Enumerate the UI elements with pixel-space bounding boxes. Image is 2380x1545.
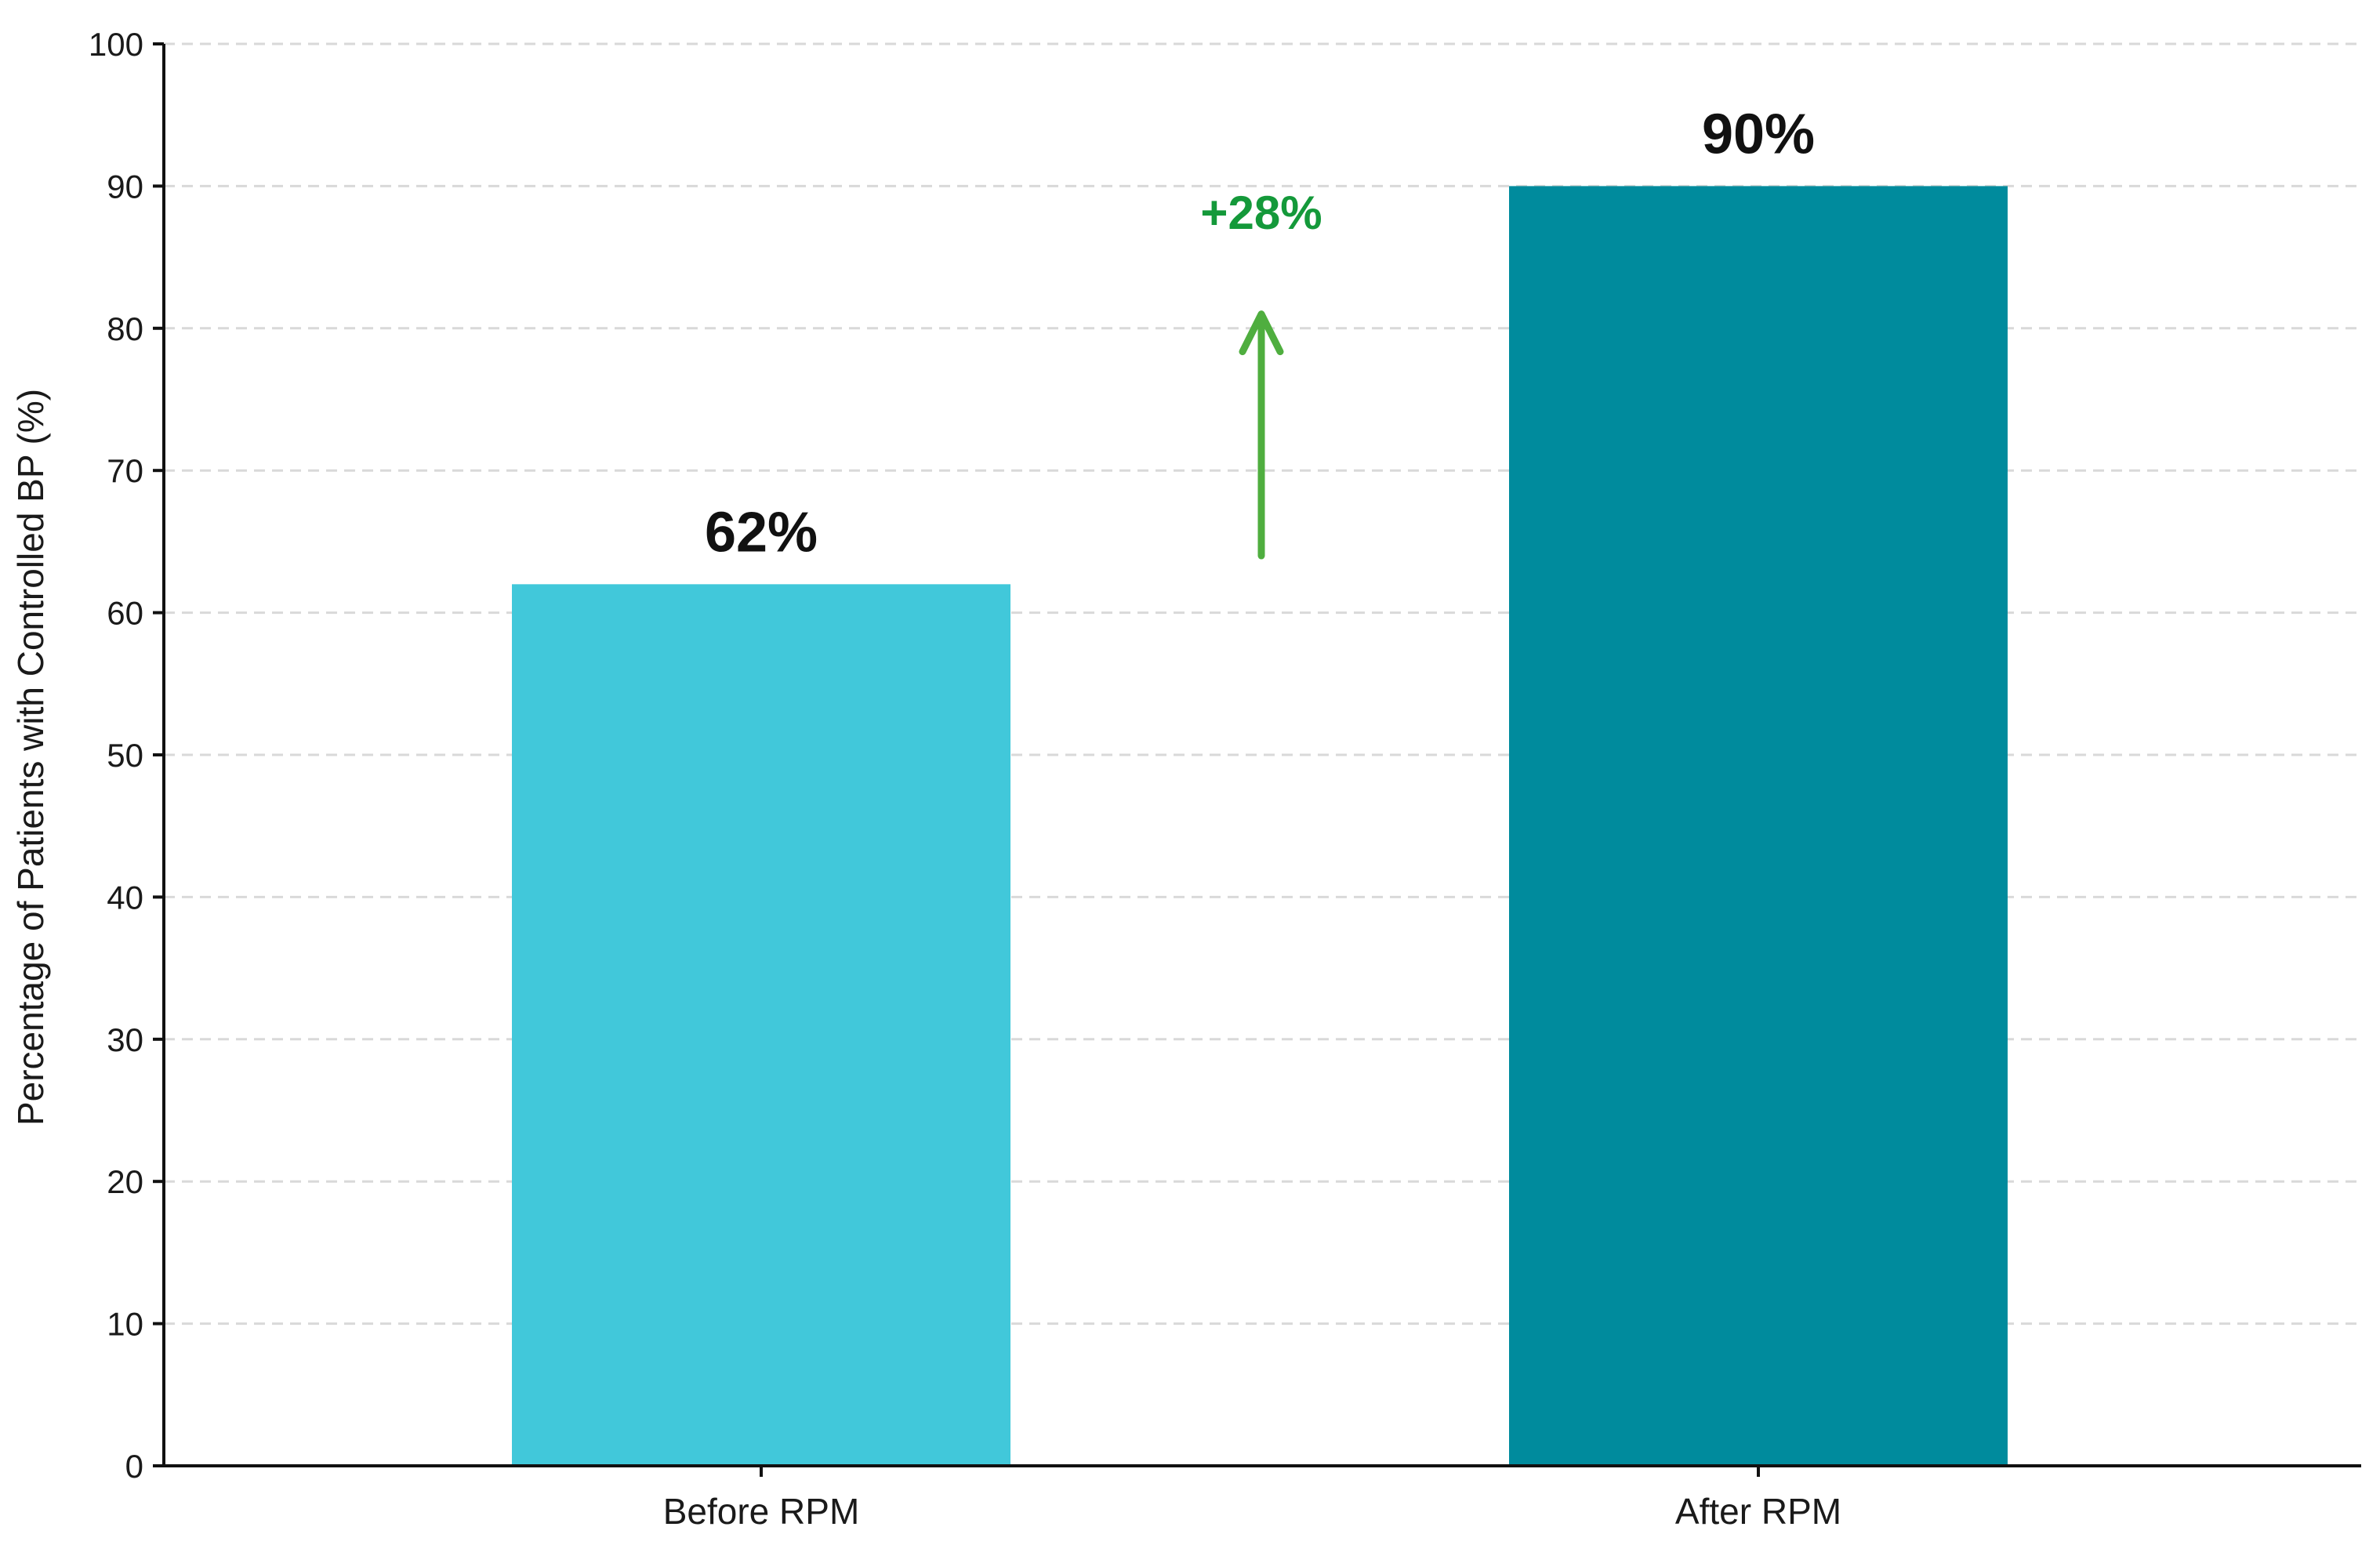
y-tick-label: 80 (107, 310, 143, 347)
data-labels: 62% 90% (705, 103, 1815, 564)
data-label: 90% (1702, 103, 1815, 165)
y-tick-label: 10 (107, 1306, 143, 1343)
y-tick-label: 60 (107, 595, 143, 632)
bar-before-rpm (512, 584, 1010, 1466)
y-tick-label: 50 (107, 737, 143, 774)
y-tick-label: 90 (107, 168, 143, 205)
x-tick-label: After RPM (1675, 1491, 1841, 1532)
bars (512, 186, 2008, 1466)
y-tick-label: 70 (107, 452, 143, 489)
change-annotation: +28% (1200, 187, 1322, 560)
y-axis-title: Percentage of Patients with Controlled B… (10, 389, 51, 1126)
axes: 0 10 20 30 40 50 60 70 80 90 100 Before RPM After RP… (89, 26, 2361, 1532)
y-tick-label: 30 (107, 1021, 143, 1058)
arrow-up-icon (1239, 310, 1284, 356)
bar-after-rpm (1509, 186, 2008, 1466)
data-label: 62% (705, 501, 818, 564)
y-tick-label: 20 (107, 1163, 143, 1200)
change-label: +28% (1200, 187, 1322, 239)
y-tick-label: 0 (125, 1448, 143, 1485)
x-tick-label: Before RPM (663, 1491, 860, 1532)
y-tick-label: 100 (89, 26, 143, 63)
y-tick-label: 40 (107, 879, 143, 916)
